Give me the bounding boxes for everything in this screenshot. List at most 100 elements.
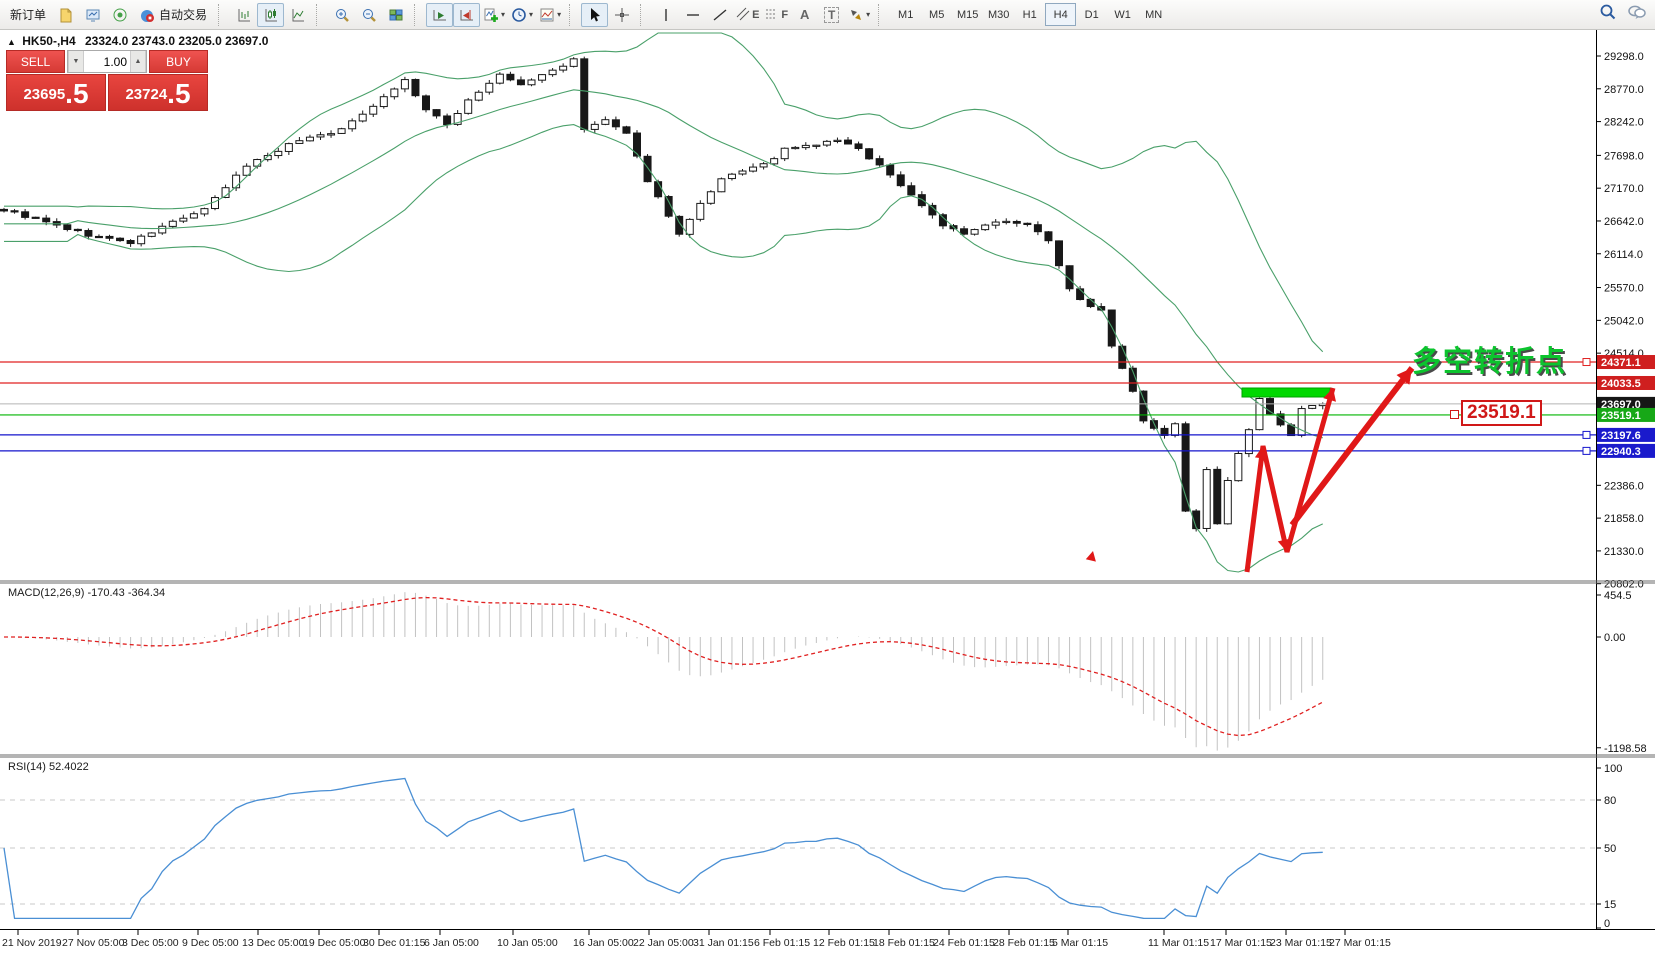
svg-text:12 Feb 01:15: 12 Feb 01:15 xyxy=(813,937,875,949)
svg-text:26642.0: 26642.0 xyxy=(1604,216,1644,228)
toolbar: 新订单 自动交易 ▾ ▾ xyxy=(0,0,1655,30)
volume-input[interactable] xyxy=(84,51,130,72)
zoom-in-button[interactable] xyxy=(328,3,355,27)
rsi-panel: 100 80 50 15 0 xyxy=(0,763,1622,930)
price-axis[interactable]: 29298.0 28770.0 28242.0 27698.0 27170.0 26642… xyxy=(1596,30,1655,929)
search-icon[interactable] xyxy=(1599,3,1617,21)
vertical-line-icon xyxy=(664,8,667,21)
crosshair-icon xyxy=(614,7,629,22)
time-axis[interactable]: 21 Nov 2019 27 Nov 05:003 Dec 05:00 9 Dec … xyxy=(2,930,1391,949)
alerts-button[interactable] xyxy=(106,3,133,27)
caret-down-icon: ▾ xyxy=(557,10,562,19)
fibonacci-icon xyxy=(766,9,777,18)
toolbar-separator xyxy=(569,3,577,26)
chart-shift-button[interactable] xyxy=(453,2,481,27)
svg-text:17 Mar 01:15: 17 Mar 01:15 xyxy=(1210,937,1272,949)
svg-text:6 Jan 05:00: 6 Jan 05:00 xyxy=(424,937,479,949)
text-button[interactable]: A xyxy=(791,3,818,27)
svg-text:0: 0 xyxy=(1604,918,1610,930)
support-bar-annotation xyxy=(1241,387,1331,398)
fibo-letter: F xyxy=(781,8,789,21)
svg-text:6 Feb 01:15: 6 Feb 01:15 xyxy=(754,937,810,949)
svg-text:50: 50 xyxy=(1604,843,1616,855)
fibonacci-button[interactable]: F xyxy=(762,3,791,27)
svg-text:21 Nov 2019: 21 Nov 2019 xyxy=(2,937,62,949)
svg-text:29298.0: 29298.0 xyxy=(1604,51,1644,63)
svg-text:27170.0: 27170.0 xyxy=(1604,183,1644,195)
autotrading-icon xyxy=(141,9,155,22)
tf-button-H4[interactable]: H4 xyxy=(1045,3,1077,26)
ohlc-values: 23324.0 23743.0 23205.0 23697.0 xyxy=(84,34,269,48)
symbol-period-label: HK50-,H4 xyxy=(22,34,76,48)
tf-button-MN[interactable]: MN xyxy=(1145,8,1163,21)
volume-field: ▼ ▲ xyxy=(67,50,147,73)
svg-text:28 Feb 01:15: 28 Feb 01:15 xyxy=(993,937,1055,949)
buy-button[interactable]: BUY xyxy=(149,50,208,73)
svg-text:80: 80 xyxy=(1604,795,1616,807)
tf-button-W1[interactable]: W1 xyxy=(1114,8,1131,21)
bollinger-bands xyxy=(4,32,1324,573)
svg-text:23697.0: 23697.0 xyxy=(1601,399,1641,411)
price-tag-annotation[interactable]: 23519.1 xyxy=(1461,400,1542,426)
vertical-line-button[interactable] xyxy=(652,3,679,27)
zoom-out-button[interactable] xyxy=(355,3,382,27)
tf-button-H1[interactable]: H1 xyxy=(1022,8,1037,21)
svg-text:3 Dec 05:00: 3 Dec 05:00 xyxy=(122,937,179,949)
horizontal-line-button[interactable] xyxy=(679,3,706,27)
collapse-icon[interactable]: ▲ xyxy=(7,37,16,47)
price-tag-anchor xyxy=(1450,410,1459,419)
bar-chart-button[interactable] xyxy=(230,3,257,27)
buy-price[interactable]: 23724.5 xyxy=(108,74,208,111)
equidistant-channel-button[interactable]: E xyxy=(733,3,762,27)
crosshair-button[interactable] xyxy=(608,3,635,27)
tf-button-M15[interactable]: M15 xyxy=(956,8,979,21)
tile-windows-icon xyxy=(389,9,403,20)
tf-button-D1[interactable]: D1 xyxy=(1084,8,1099,21)
toolbar-separator xyxy=(640,3,648,26)
svg-text:5 Mar 01:15: 5 Mar 01:15 xyxy=(1052,937,1108,949)
svg-text:24033.5: 24033.5 xyxy=(1601,378,1641,390)
new-order-button[interactable]: 新订单 xyxy=(4,3,52,27)
chat-icon[interactable] xyxy=(1627,3,1647,21)
line-chart-button[interactable] xyxy=(284,3,311,27)
arrows-tool-icon xyxy=(851,9,862,20)
cursor-button[interactable] xyxy=(581,2,609,27)
channel-icon xyxy=(736,7,750,20)
arrows-button[interactable]: ▾ xyxy=(845,3,873,27)
tf-button-M5[interactable]: M5 xyxy=(929,8,945,21)
sell-price[interactable]: 23695.5 xyxy=(6,74,106,111)
volume-decrease-button[interactable]: ▼ xyxy=(68,51,84,72)
trendline-button[interactable] xyxy=(706,3,733,27)
candles-layer xyxy=(0,56,1327,532)
svg-text:28770.0: 28770.0 xyxy=(1604,84,1644,96)
chart-window-icon xyxy=(86,9,100,21)
auto-scroll-button[interactable] xyxy=(426,2,454,27)
chart-annotations[interactable] xyxy=(1085,366,1415,573)
history-button[interactable] xyxy=(52,3,79,27)
svg-text:27 Nov 05:00: 27 Nov 05:00 xyxy=(62,937,125,949)
annotation-text[interactable]: 多空转折点 xyxy=(1412,346,1568,378)
svg-text:27698.0: 27698.0 xyxy=(1604,150,1644,162)
toolbar-separator xyxy=(878,3,886,26)
market-watch-button[interactable] xyxy=(79,3,106,27)
zoom-out-icon xyxy=(362,8,376,22)
caret-down-icon: ▾ xyxy=(866,10,871,19)
bar-chart-icon xyxy=(238,8,250,21)
tf-button-M1[interactable]: M1 xyxy=(898,8,914,21)
svg-text:19 Dec 05:00: 19 Dec 05:00 xyxy=(303,937,366,949)
autotrading-button[interactable]: 自动交易 xyxy=(133,3,213,27)
add-indicator-button[interactable]: ▾ xyxy=(480,3,508,27)
chart-header: ▲ HK50-,H4 23324.0 23743.0 23205.0 23697… xyxy=(7,34,268,48)
tile-windows-button[interactable] xyxy=(382,3,409,27)
periods-button[interactable]: ▾ xyxy=(508,3,536,27)
trade-panel: SELL ▼ ▲ BUY 23695.5 23724.5 xyxy=(6,50,208,111)
text-label-button[interactable]: T xyxy=(818,3,845,27)
sell-button[interactable]: SELL xyxy=(6,50,65,73)
volume-increase-button[interactable]: ▲ xyxy=(130,51,146,72)
tf-button-M30[interactable]: M30 xyxy=(987,8,1010,21)
templates-button[interactable]: ▾ xyxy=(536,3,564,27)
label-tool-icon: T xyxy=(823,6,840,23)
candlestick-chart-button[interactable] xyxy=(257,2,285,27)
